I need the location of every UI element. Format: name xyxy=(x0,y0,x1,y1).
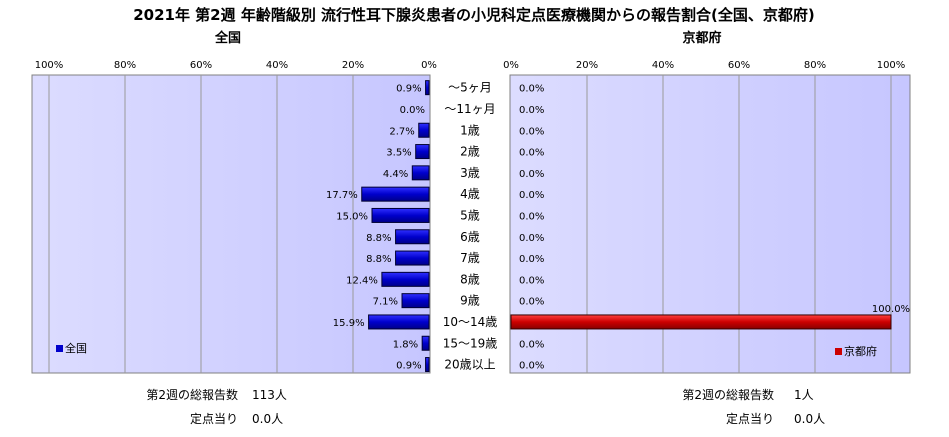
right-tick-label: 20% xyxy=(576,60,598,71)
category-label: 5歳 xyxy=(460,208,480,222)
category-label: 4歳 xyxy=(460,187,480,201)
left-tick-label: 40% xyxy=(266,60,288,71)
right-total-label: 第2週の総報告数 xyxy=(682,387,774,402)
category-label: 10～14歳 xyxy=(443,315,498,329)
left-value-label: 1.8% xyxy=(393,339,418,350)
right-tick-label: 80% xyxy=(804,60,826,71)
right-bar xyxy=(510,314,892,330)
left-plot-area xyxy=(31,74,431,374)
right-value-label: 0.0% xyxy=(519,339,544,350)
left-tick-label: 60% xyxy=(190,60,212,71)
left-bar xyxy=(425,80,430,96)
left-tick-label: 20% xyxy=(342,60,364,71)
right-series-bars xyxy=(510,314,892,330)
left-bar xyxy=(415,144,430,160)
left-value-label: 7.1% xyxy=(373,297,398,308)
left-bar xyxy=(411,165,430,181)
right-tick-label: 0% xyxy=(503,60,519,71)
left-bar xyxy=(418,122,430,138)
left-value-label: 4.4% xyxy=(383,169,408,180)
right-value-label: 0.0% xyxy=(519,361,544,372)
right-value-label: 0.0% xyxy=(519,211,544,222)
category-label: 9歳 xyxy=(460,294,480,308)
right-value-label: 0.0% xyxy=(519,126,544,137)
left-value-label: 3.5% xyxy=(386,148,411,159)
left-tick-label: 100% xyxy=(35,60,64,71)
right-value-label: 0.0% xyxy=(519,275,544,286)
left-value-label: 8.8% xyxy=(366,254,391,265)
category-label: ～11ヶ月 xyxy=(444,102,495,116)
left-value-label: 15.9% xyxy=(333,318,365,329)
right-value-label: 0.0% xyxy=(519,233,544,244)
left-per-label: 定点当り xyxy=(190,411,238,426)
left-value-labels: 0.9% 0.0% 2.7% 3.5% 4.4% 17.7% 15.0% 8.8% 8.8% 12… xyxy=(326,84,425,372)
right-value-label: 0.0% xyxy=(519,148,544,159)
left-total-value: 113人 xyxy=(252,388,287,402)
left-bar xyxy=(401,293,430,309)
left-bar xyxy=(421,335,430,351)
left-value-label: 17.7% xyxy=(326,190,358,201)
category-label: 6歳 xyxy=(460,230,480,244)
right-tick-label: 60% xyxy=(728,60,750,71)
left-tick-label: 80% xyxy=(114,60,136,71)
category-label: 15～19歳 xyxy=(443,336,498,350)
left-bar xyxy=(425,357,430,373)
left-bar xyxy=(368,314,430,330)
left-value-label: 2.7% xyxy=(389,126,414,137)
left-legend-label: 全国 xyxy=(65,341,87,355)
category-label: 20歳以上 xyxy=(444,358,495,372)
category-label: 1歳 xyxy=(460,123,480,137)
category-label: 2歳 xyxy=(460,145,480,159)
left-per-value: 0.0人 xyxy=(252,412,283,426)
right-tick-label: 100% xyxy=(877,60,906,71)
right-value-label: 0.0% xyxy=(519,297,544,308)
category-label: 8歳 xyxy=(460,272,480,286)
left-bar xyxy=(361,186,430,202)
right-value-label: 0.0% xyxy=(519,190,544,201)
left-tick-label: 0% xyxy=(421,60,437,71)
right-value-label: 0.0% xyxy=(519,84,544,95)
left-value-label: 0.9% xyxy=(396,361,421,372)
left-value-label: 8.8% xyxy=(366,233,391,244)
category-label: ～5ヶ月 xyxy=(448,81,492,95)
left-bar xyxy=(371,207,430,223)
right-value-label: 0.0% xyxy=(519,169,544,180)
left-legend: 全国 xyxy=(56,341,87,355)
right-tick-label: 40% xyxy=(652,60,674,71)
left-gridlines xyxy=(48,75,354,373)
chart-title: 2021年 第2週 年齢階級別 流行性耳下腺炎患者の小児科定点医療機関からの報告… xyxy=(133,6,815,24)
left-value-label: 12.4% xyxy=(346,275,378,286)
left-value-label: 0.0% xyxy=(400,105,425,116)
left-panel-title: 全国 xyxy=(214,30,241,46)
left-series-bars xyxy=(361,80,430,373)
left-bar xyxy=(381,271,430,287)
right-value-labels: 0.0% 0.0% 0.0% 0.0% 0.0% 0.0% 0.0% 0.0% 0.0% 0.0%… xyxy=(519,84,910,372)
left-bar xyxy=(395,229,430,245)
right-panel-title: 京都府 xyxy=(682,30,721,46)
category-labels: ～5ヶ月 ～11ヶ月 1歳 2歳 3歳 4歳 5歳 6歳 7歳 8歳 9歳 10～14歳 15～19歳 2… xyxy=(443,81,498,372)
right-per-label: 定点当り xyxy=(726,411,774,426)
right-per-value: 0.0人 xyxy=(794,412,825,426)
left-legend-swatch xyxy=(56,345,63,352)
left-value-label: 0.9% xyxy=(396,84,421,95)
right-value-label: 0.0% xyxy=(519,105,544,116)
left-bar xyxy=(395,250,430,266)
right-total-value: 1人 xyxy=(794,388,814,402)
left-total-label: 第2週の総報告数 xyxy=(146,387,238,402)
right-value-label: 100.0% xyxy=(872,304,910,315)
category-label: 3歳 xyxy=(460,166,480,180)
right-tick-labels: 0% 20% 40% 60% 80% 100% xyxy=(503,60,905,71)
left-value-label: 15.0% xyxy=(336,211,368,222)
category-label: 7歳 xyxy=(460,251,480,265)
left-tick-labels: 100% 80% 60% 40% 20% 0% xyxy=(35,60,437,71)
right-legend-swatch xyxy=(835,348,842,355)
right-legend-label: 京都府 xyxy=(844,344,877,358)
right-value-label: 0.0% xyxy=(519,254,544,265)
right-legend: 京都府 xyxy=(835,344,877,358)
